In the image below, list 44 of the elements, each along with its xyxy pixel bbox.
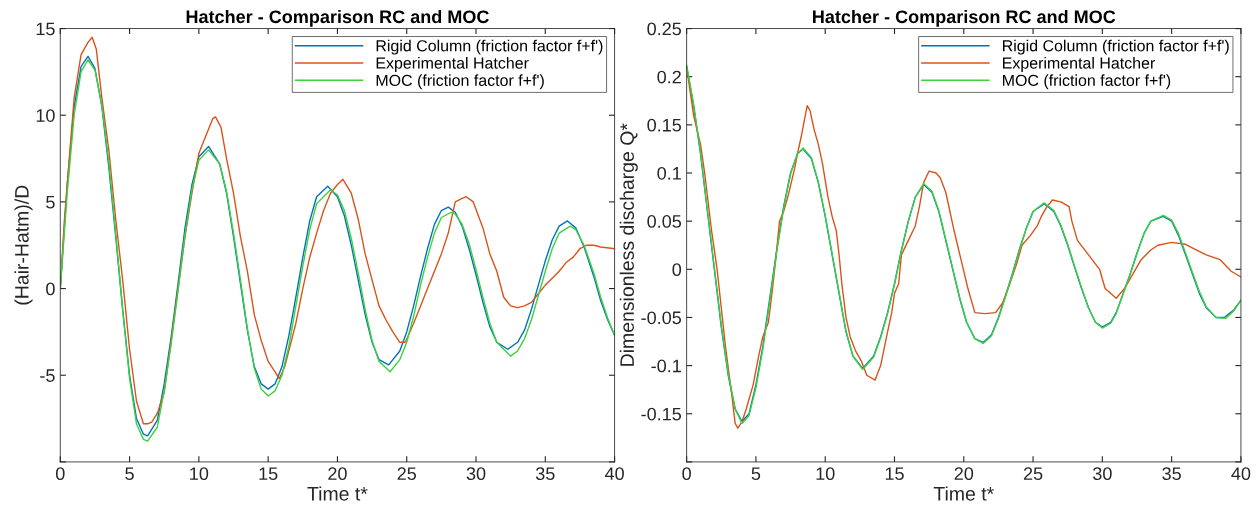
x-tick-label: 40 bbox=[604, 467, 624, 481]
y-tick-label: 5 bbox=[46, 196, 55, 209]
legend-label: Rigid Column (friction factor f+f') bbox=[1003, 39, 1229, 55]
x-tick-label: 10 bbox=[190, 467, 209, 481]
y-tick-label: -0.1 bbox=[651, 359, 681, 373]
x-tick-label: 35 bbox=[1162, 467, 1181, 481]
x-tick-label: 20 bbox=[328, 467, 347, 481]
y-axis-title: Dimensionless discharge Q* bbox=[619, 123, 638, 366]
y-tick-label: 0.2 bbox=[657, 70, 681, 84]
x-tick-label: 5 bbox=[751, 467, 761, 481]
x-tick-label: 25 bbox=[397, 467, 417, 481]
x-tick-label: 35 bbox=[535, 467, 555, 481]
y-tick-label: 10 bbox=[36, 109, 55, 122]
legend-label: Experimental Hatcher bbox=[376, 57, 529, 72]
x-tick-label: 0 bbox=[55, 467, 65, 481]
y-tick-label: 15 bbox=[36, 22, 55, 36]
legend-label: Experimental Hatcher bbox=[1003, 57, 1156, 72]
y-tick-label: -0.15 bbox=[641, 407, 682, 421]
chart-title: Hatcher - Comparison RC and MOC bbox=[186, 9, 489, 27]
chart-title: Hatcher - Comparison RC and MOC bbox=[813, 9, 1116, 27]
y-tick-label: -0.05 bbox=[641, 311, 682, 325]
y-tick-label: 0.1 bbox=[657, 166, 681, 180]
x-tick-label: 10 bbox=[816, 467, 835, 481]
x-tick-label: 15 bbox=[885, 467, 904, 481]
y-tick-label: 0.15 bbox=[647, 118, 682, 132]
legend-label: MOC (friction factor f+f') bbox=[376, 74, 544, 90]
x-tick-label: 30 bbox=[466, 467, 486, 481]
y-tick-label: 0 bbox=[46, 282, 55, 296]
x-tick-label: 0 bbox=[682, 467, 691, 481]
x-tick-label: 15 bbox=[259, 467, 278, 481]
x-axis-title: Time t* bbox=[933, 486, 994, 501]
x-axis-title: Time t* bbox=[307, 486, 368, 501]
x-tick-label: 20 bbox=[954, 467, 974, 481]
legend-label: MOC (friction factor f+f') bbox=[1003, 74, 1171, 90]
x-tick-label: 40 bbox=[1231, 467, 1251, 481]
y-tick-label: -5 bbox=[40, 369, 55, 382]
legend-label: Rigid Column (friction factor f+f') bbox=[376, 39, 603, 55]
x-tick-label: 5 bbox=[125, 467, 134, 481]
y-axis-title: (Hair-Hatm)/D bbox=[14, 185, 33, 305]
x-tick-label: 25 bbox=[1023, 467, 1043, 481]
y-tick-label: 0.05 bbox=[647, 215, 682, 228]
x-tick-label: 30 bbox=[1093, 467, 1112, 481]
y-tick-label: 0 bbox=[672, 263, 682, 277]
y-tick-label: 0.25 bbox=[647, 22, 682, 36]
